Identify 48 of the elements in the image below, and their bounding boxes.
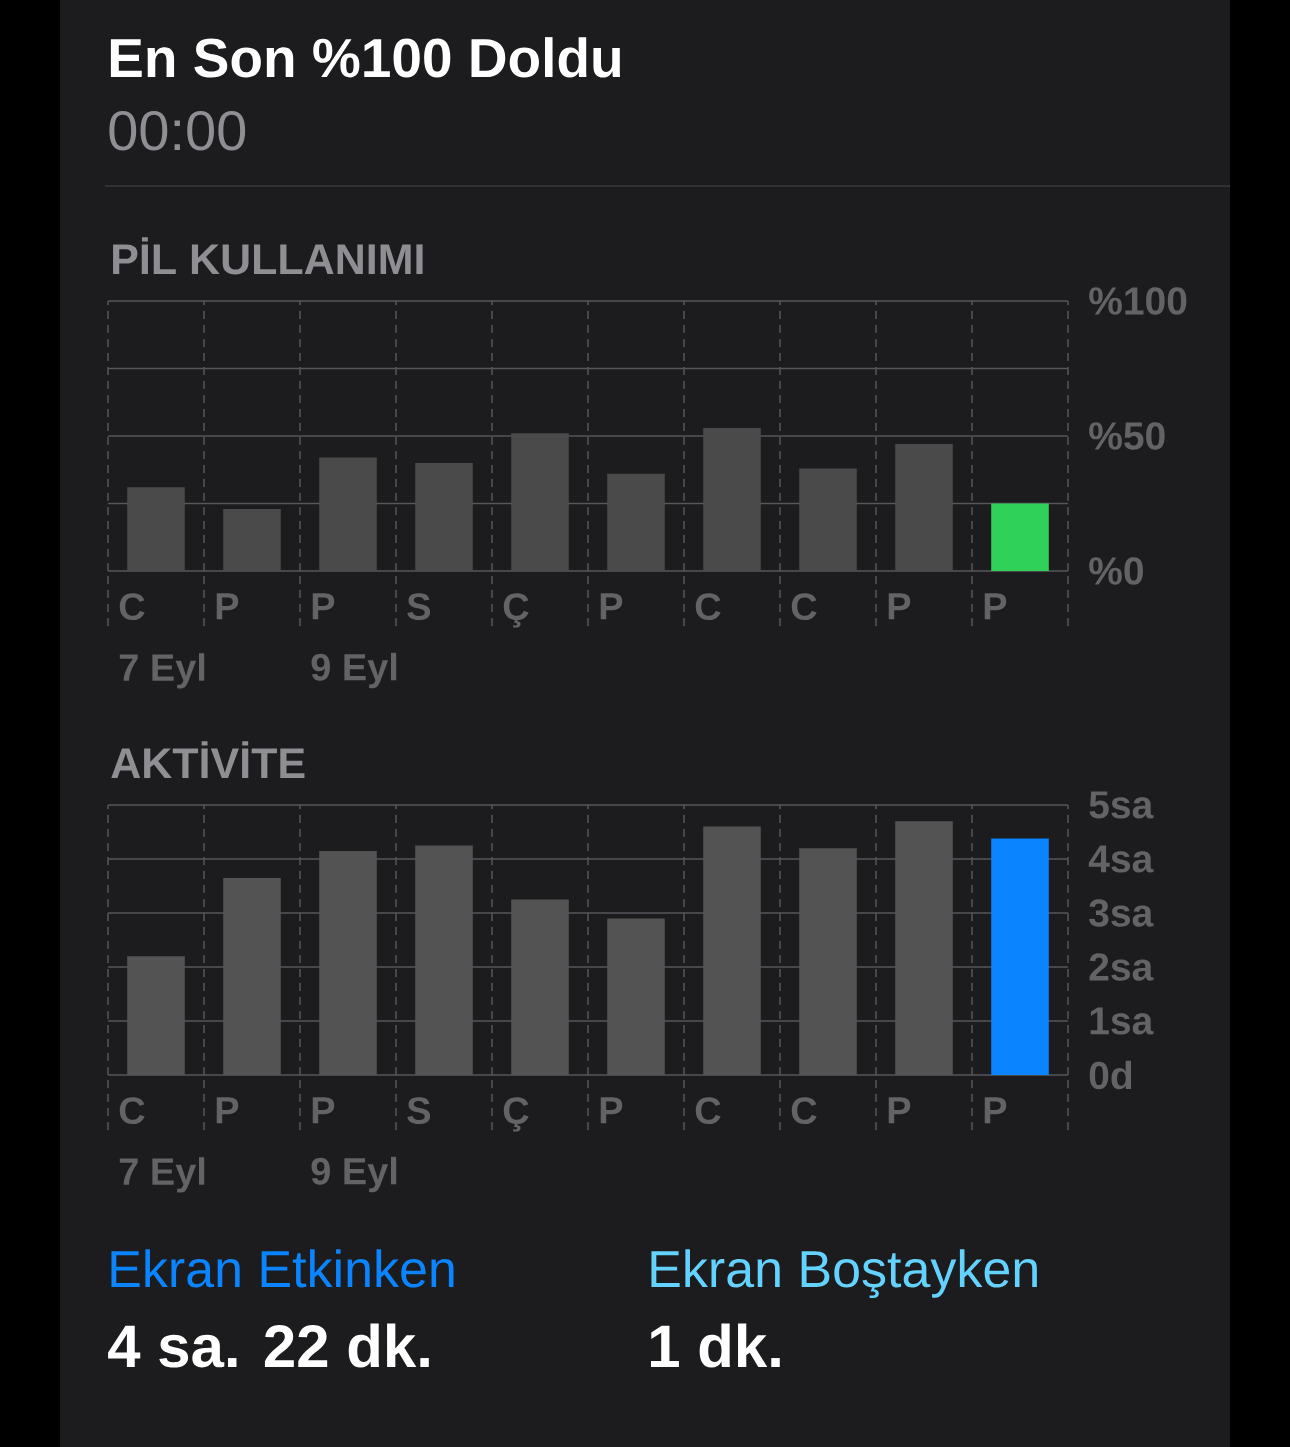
text: Ekran Boştayken <box>651 1249 1037 1299</box>
x-tick-label: P <box>984 593 1007 620</box>
x-tick-label: C 7 Eyl <box>119 593 205 689</box>
x-tick-label: C <box>695 593 721 621</box>
x-tick-label: C 7 Eyl <box>119 1097 205 1193</box>
x-tick-label: P 9 Eyl <box>311 593 397 689</box>
bar <box>319 457 377 571</box>
x-tick-label: C <box>791 1097 817 1125</box>
y-tick-label: %100 <box>1089 287 1187 315</box>
x-tick-label: Ç <box>503 1097 529 1132</box>
chart-title: PİL KULLANIMI <box>113 237 423 275</box>
bar <box>991 503 1049 571</box>
y-tick-label: %0 <box>1089 557 1143 585</box>
x-tick-label: Ç <box>503 593 529 628</box>
x-tick-label: P <box>888 593 911 620</box>
x-tick-label: P <box>888 1097 911 1124</box>
text: 4 sa. 22 dk. <box>108 1323 429 1368</box>
x-tick-label: S <box>407 1097 431 1125</box>
y-tick-label: 3sa <box>1089 899 1154 927</box>
bar <box>991 838 1049 1075</box>
y-tick-label: 1sa <box>1090 1007 1154 1035</box>
x-tick-label: C <box>695 1097 721 1125</box>
x-tick-label: P <box>216 1097 239 1124</box>
text: 1 dk. <box>650 1323 780 1368</box>
y-tick-label: 5sa <box>1089 791 1154 819</box>
bar <box>607 473 665 571</box>
bar <box>127 487 185 571</box>
x-tick-label: P <box>216 593 239 620</box>
x-tick-label: P <box>600 1097 623 1124</box>
x-tick-label: P 9 Eyl <box>311 1097 397 1193</box>
y-tick-label: 4sa <box>1088 845 1154 873</box>
bar <box>223 508 281 571</box>
x-tick-label: C <box>791 593 817 621</box>
text: Ekran Etkinken <box>111 1249 454 1288</box>
x-tick-label: P <box>984 1097 1007 1124</box>
text: En Son %100 Doldu <box>110 37 621 78</box>
y-tick-label: 2sa <box>1089 953 1154 981</box>
bar <box>799 468 857 571</box>
bar <box>703 427 761 571</box>
bar <box>415 462 473 571</box>
x-tick-label: P <box>600 593 623 620</box>
y-tick-label: %50 <box>1089 422 1165 450</box>
bar <box>511 433 569 571</box>
bar <box>895 444 953 571</box>
x-tick-label: S <box>407 593 431 621</box>
chart-title: AKTİVİTE <box>111 741 305 778</box>
y-tick-label: 0d <box>1089 1060 1132 1090</box>
text: 00:00 <box>109 110 246 151</box>
